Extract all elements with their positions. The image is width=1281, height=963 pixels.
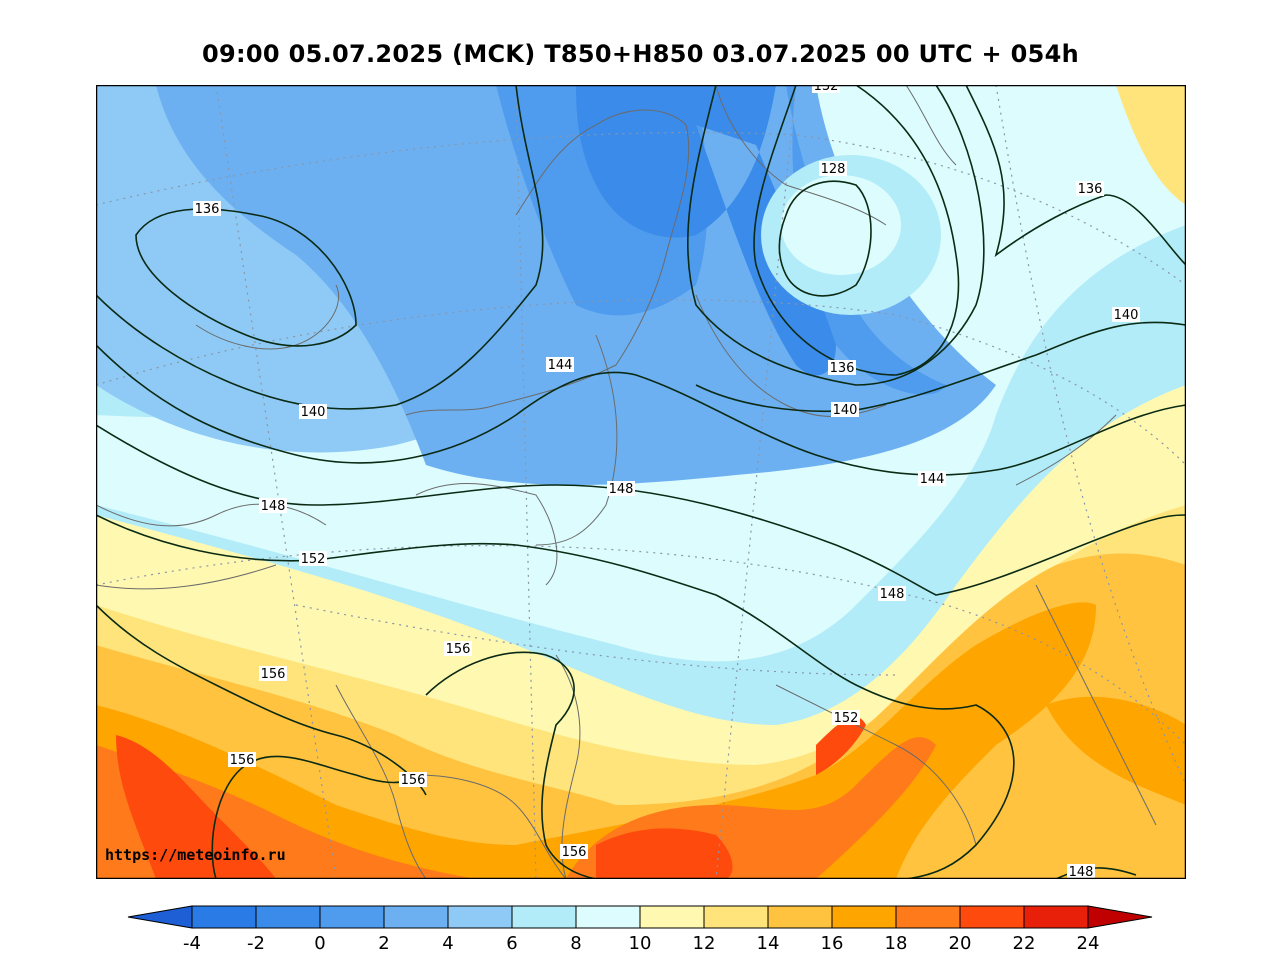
colorbar-segment	[575, 905, 641, 929]
contour-label: 156	[401, 773, 426, 788]
contour-156-lower	[211, 755, 417, 879]
colorbar-tick-label: 18	[885, 933, 908, 954]
colorbar-segment	[191, 905, 257, 929]
field-low-core	[781, 175, 901, 275]
contour-label: 140	[301, 405, 326, 420]
contour-label: 136	[830, 361, 855, 376]
contour-156-left	[96, 604, 427, 796]
colorbar-tick-label: 20	[949, 933, 972, 954]
colorbar-segment	[1023, 905, 1089, 929]
contour-label: 136	[1078, 182, 1103, 197]
colorbar-tick-label: 12	[693, 933, 716, 954]
colorbar-segments	[127, 905, 1153, 929]
graticule	[96, 85, 1186, 879]
field-18	[96, 602, 1186, 879]
contour-136-ne	[686, 85, 985, 386]
contour-label: 156	[230, 753, 255, 768]
colorbar-tick-label: 6	[506, 933, 517, 954]
colorbar-tick-label: 0	[314, 933, 325, 954]
colorbar-under-arrow	[127, 905, 193, 929]
contour-140-left	[96, 85, 544, 410]
colorbar-segment	[255, 905, 321, 929]
colorbar-segment	[319, 905, 385, 929]
contour-144	[96, 344, 1186, 476]
contour-148	[96, 424, 1186, 596]
contour-label: 140	[833, 403, 858, 418]
field-minus2	[576, 85, 836, 376]
contour-148-se	[1055, 867, 1137, 879]
colorbar-tick-label: -4	[183, 933, 201, 954]
colorbar-tick-labels: -4 -2 0 2 4 6 8 10 12 14 16 18 20 22 24	[183, 933, 1099, 954]
colorbar-tick-label: 8	[570, 933, 581, 954]
contour-label: 148	[609, 482, 634, 497]
colorbar-segment	[383, 905, 449, 929]
colorbar-segment	[639, 905, 705, 929]
map-frame	[96, 85, 1186, 879]
contour-label: 128	[821, 162, 846, 177]
source-credit: https://meteoinfo.ru	[105, 846, 286, 864]
colorbar-tick-label: 16	[821, 933, 844, 954]
contour-136-right	[965, 85, 1186, 266]
contour-label: 144	[548, 358, 573, 373]
contour-156-mid	[425, 651, 597, 879]
field-20	[96, 737, 936, 879]
contour-labels: 128 132 136 136 136 140 140 140 144 144 …	[193, 85, 1140, 879]
contour-label: 156	[562, 845, 587, 860]
colorbar-segment	[767, 905, 833, 929]
colorbar-tick-label: 24	[1077, 933, 1100, 954]
colorbar-tick-label: 14	[757, 933, 780, 954]
contour-label: 148	[880, 587, 905, 602]
contour-label: 136	[195, 202, 220, 217]
colorbar-over-arrow	[1087, 905, 1153, 929]
colorbar-tick-label: 10	[629, 933, 652, 954]
contour-label: 156	[261, 667, 286, 682]
contour-128	[778, 180, 872, 297]
contour-label: 148	[1069, 865, 1094, 879]
colorbar-tick-label: 2	[378, 933, 389, 954]
colorbar-tick-label: 22	[1013, 933, 1036, 954]
map-title: 09:00 05.07.2025 (MCK) T850+H850 03.07.2…	[202, 40, 1079, 68]
contour-label: 140	[1114, 308, 1139, 323]
contour-132	[753, 85, 960, 376]
colorbar-segment	[831, 905, 897, 929]
colorbar-segment	[703, 905, 769, 929]
field-22	[116, 716, 866, 879]
colorbar-segment	[511, 905, 577, 929]
contour-label: 132	[814, 85, 839, 94]
colorbar: -4 -2 0 2 4 6 8 10 12 14 16 18 20 22 24	[127, 905, 1153, 954]
colorbar-tick-label: 4	[442, 933, 453, 954]
colorbar-segment	[959, 905, 1025, 929]
temperature-field: 128 132 136 136 136 140 140 140 144 144 …	[96, 85, 1186, 879]
colorbar-segment	[895, 905, 961, 929]
weather-map: 128 132 136 136 136 140 140 140 144 144 …	[96, 85, 1186, 879]
contour-label: 148	[261, 499, 286, 514]
colorbar-tick-label: -2	[247, 933, 265, 954]
contour-label: 156	[446, 642, 471, 657]
contour-140-right	[695, 321, 1186, 413]
contour-label: 144	[920, 472, 945, 487]
coastlines	[96, 85, 1157, 879]
contour-label: 152	[834, 711, 859, 726]
colorbar-segment	[447, 905, 513, 929]
contour-label: 152	[301, 552, 326, 567]
